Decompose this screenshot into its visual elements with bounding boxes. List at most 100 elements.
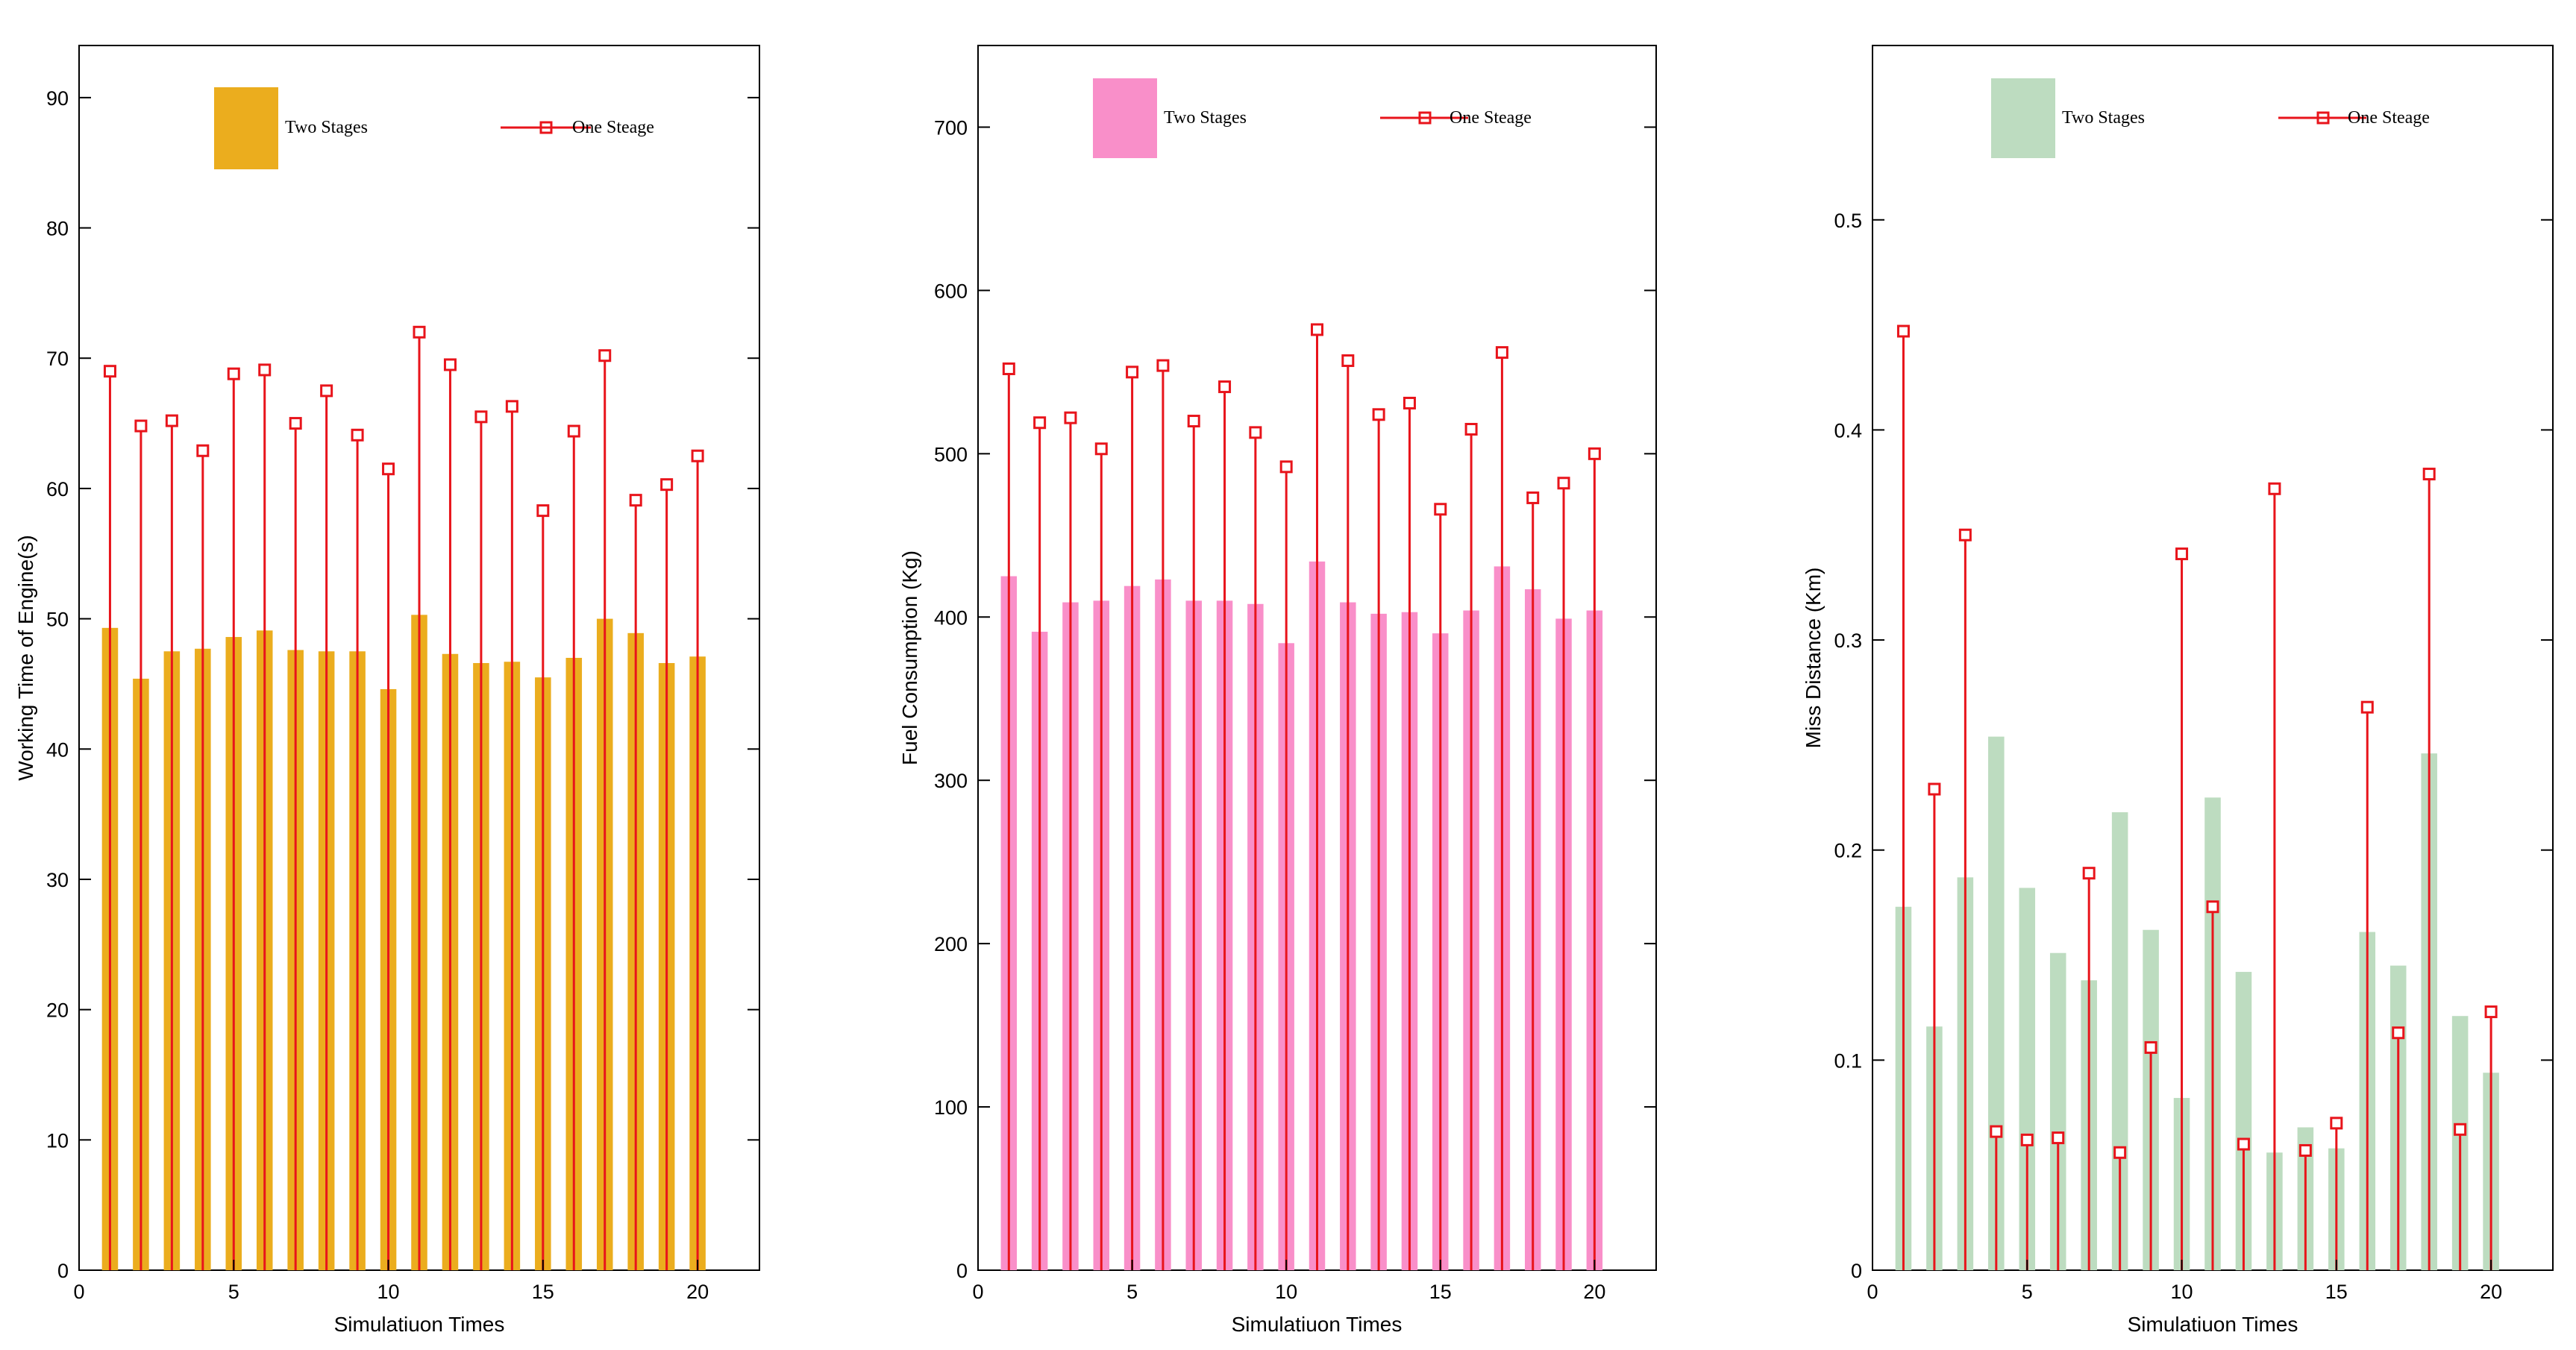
x-axis-ticks: 0 5 10 15 20 — [73, 1260, 718, 1303]
x-tick-label: 15 — [2325, 1281, 2348, 1303]
x-tick-label: 15 — [1429, 1281, 1452, 1303]
marker-one-steage-15 — [2330, 1117, 2343, 1130]
marker-one-steage-8 — [2113, 1146, 2127, 1159]
marker-one-steage-4 — [1990, 1125, 2003, 1138]
legend-label-two-stages: Two Stages — [285, 118, 368, 137]
marker-one-steage-5 — [227, 367, 240, 380]
marker-one-steage-4 — [1094, 442, 1108, 456]
y-tick-label: 90 — [46, 87, 69, 110]
marker-one-steage-12 — [443, 358, 457, 371]
legend-marker-one-steage — [2316, 111, 2330, 125]
x-axis-ticks: 0 5 10 15 20 — [972, 1260, 1615, 1303]
marker-one-steage-15 — [536, 504, 550, 518]
marker-one-steage-8 — [320, 384, 333, 398]
marker-one-steage-20 — [691, 449, 704, 462]
x-tick-label: 10 — [1275, 1281, 1297, 1303]
y-tick-label: 200 — [934, 933, 968, 955]
marker-one-steage-11 — [413, 325, 426, 339]
marker-one-steage-5 — [2020, 1133, 2034, 1146]
marker-one-steage-15 — [1434, 503, 1447, 516]
marker-one-steage-13 — [2268, 482, 2281, 495]
x-tick-label: 20 — [2480, 1281, 2502, 1303]
marker-one-steage-1 — [1896, 324, 1910, 338]
legend-swatch-two-stages — [1991, 78, 2055, 158]
marker-one-steage-16 — [1464, 422, 1478, 436]
y-axis-label: Working Time of Engine(s) — [14, 535, 37, 780]
x-tick-label: 10 — [2171, 1281, 2193, 1303]
marker-one-steage-20 — [1588, 447, 1601, 460]
y-axis-ticks: 0 0.1 0.2 0.3 0.4 0.5 — [1834, 210, 2553, 1282]
y-tick-label: 0.3 — [1834, 630, 1862, 652]
x-tick-label: 0 — [73, 1281, 84, 1303]
marker-one-steage-10 — [382, 462, 395, 476]
x-tick-label: 20 — [1583, 1281, 1605, 1303]
marker-one-steage-19 — [1557, 477, 1570, 490]
marker-one-steage-1 — [103, 365, 116, 378]
marker-one-steage-13 — [474, 410, 488, 424]
marker-one-steage-3 — [165, 414, 178, 427]
marker-one-steage-16 — [567, 424, 580, 438]
x-tick-label: 5 — [228, 1281, 239, 1303]
marker-one-steage-18 — [629, 494, 642, 507]
y-tick-label: 100 — [934, 1096, 968, 1119]
legend-label-two-stages: Two Stages — [2062, 108, 2145, 128]
series-one-steage-stems — [1896, 324, 2498, 1270]
y-tick-label: 0.1 — [1834, 1049, 1862, 1072]
marker-one-steage-12 — [2237, 1137, 2250, 1151]
y-tick-label: 20 — [46, 999, 69, 1022]
marker-one-steage-7 — [1187, 415, 1200, 428]
legend: Two Stages One Steage — [1991, 78, 2430, 158]
x-tick-label: 5 — [1126, 1281, 1138, 1303]
y-tick-label: 60 — [46, 478, 69, 500]
legend-marker-one-steage — [1418, 111, 1432, 125]
marker-one-steage-18 — [2422, 468, 2436, 481]
y-tick-label: 40 — [46, 738, 69, 761]
x-tick-label: 5 — [2022, 1281, 2033, 1303]
y-tick-label: 600 — [934, 280, 968, 302]
marker-one-steage-2 — [134, 419, 148, 433]
legend-label-one-steage: One Steage — [2348, 108, 2430, 128]
y-axis-ticks: 0 100 200 300 400 500 600 700 — [934, 116, 1656, 1282]
bar-two-stages-12 — [2235, 972, 2252, 1270]
marker-one-steage-17 — [598, 349, 612, 362]
y-tick-label: 50 — [46, 609, 69, 631]
x-tick-label: 0 — [1867, 1281, 1878, 1303]
marker-one-steage-3 — [1064, 411, 1077, 424]
marker-one-steage-10 — [2175, 547, 2189, 561]
y-tick-label: 0 — [57, 1260, 69, 1282]
marker-one-steage-6 — [258, 363, 272, 377]
x-axis-label: Simulatiuon Times — [2128, 1313, 2298, 1336]
legend-label-one-steage: One Steage — [572, 118, 654, 137]
y-axis-label: Fuel Consumption (Kg) — [898, 550, 921, 765]
marker-one-steage-9 — [2144, 1040, 2157, 1054]
legend-label-two-stages: Two Stages — [1164, 108, 1247, 128]
marker-one-steage-4 — [196, 444, 210, 457]
marker-one-steage-14 — [1403, 396, 1416, 409]
marker-one-steage-14 — [505, 400, 518, 413]
marker-one-steage-1 — [1002, 362, 1015, 375]
marker-one-steage-5 — [1126, 365, 1139, 379]
bar-two-stages-5 — [2019, 888, 2036, 1270]
legend: Two Stages One Steage — [1093, 78, 1532, 158]
marker-one-steage-3 — [1958, 528, 1972, 541]
panel-miss-distance: 0 5 10 15 20 0 0.1 0.2 0.3 0.4 0.5 Simulatiuon Ti… — [1802, 45, 2554, 1336]
y-tick-label: 70 — [46, 348, 69, 370]
y-tick-label: 500 — [934, 443, 968, 465]
x-axis-ticks: 0 5 10 15 20 — [1867, 1260, 2511, 1303]
marker-one-steage-9 — [351, 428, 364, 442]
y-tick-label: 10 — [46, 1129, 69, 1152]
marker-one-steage-7 — [289, 417, 302, 430]
y-axis-ticks: 0 10 20 30 40 50 60 70 80 90 — [46, 87, 759, 1282]
marker-one-steage-11 — [2206, 900, 2219, 914]
y-axis-label: Miss Distance (Km) — [1802, 568, 1825, 749]
x-tick-label: 0 — [972, 1281, 983, 1303]
x-tick-label: 15 — [532, 1281, 554, 1303]
x-tick-label: 20 — [686, 1281, 709, 1303]
marker-one-steage-6 — [1156, 359, 1170, 372]
y-tick-label: 0 — [1851, 1260, 1862, 1282]
y-tick-label: 300 — [934, 770, 968, 792]
marker-one-steage-14 — [2298, 1143, 2312, 1157]
marker-one-steage-7 — [2082, 867, 2096, 880]
x-axis-label: Simulatiuon Times — [334, 1313, 505, 1336]
